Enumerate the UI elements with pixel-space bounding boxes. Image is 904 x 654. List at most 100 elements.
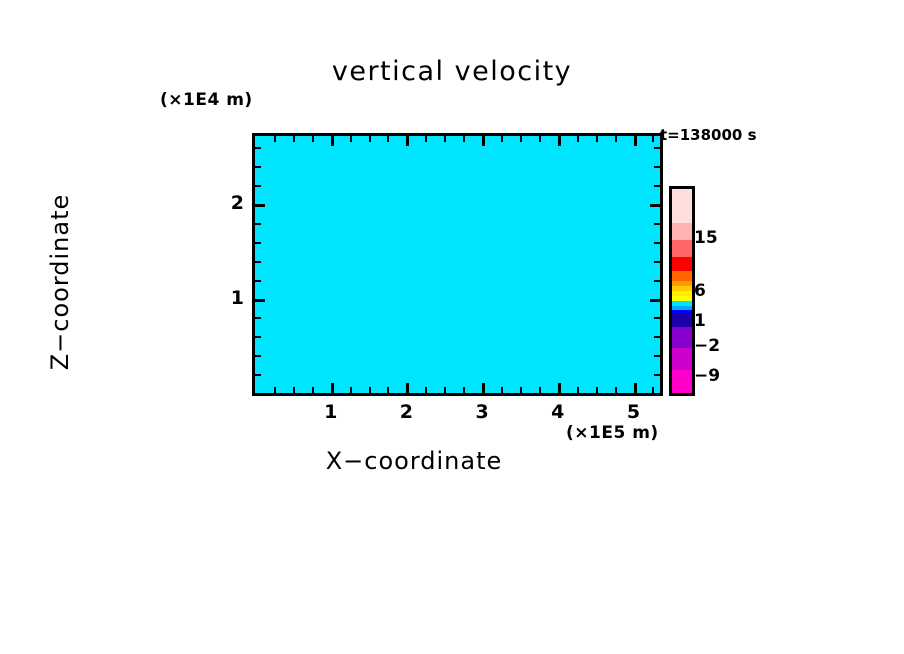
colorbar-band [672,370,692,393]
axis-tick [654,261,660,263]
axis-tick [425,387,427,393]
colorbar-tick-label: 15 [694,228,718,248]
axis-tick [652,387,654,393]
plot-area [252,133,663,396]
x-tick-label: 5 [626,401,641,423]
axis-tick [596,387,598,393]
colorbar-band [672,301,692,306]
x-tick-label: 2 [399,401,413,423]
axis-tick [654,166,660,168]
y-axis-unit-label: (×1E4 m) [160,90,253,110]
axis-tick [406,383,409,393]
axis-tick [654,374,660,376]
colorbar-band [672,306,692,310]
axis-tick [520,387,522,393]
colorbar-band [672,271,692,281]
axis-tick [654,223,660,225]
colorbar-band [672,281,692,286]
axis-tick [577,136,579,142]
axis-tick [654,242,660,244]
axis-tick [255,185,261,187]
axis-tick [615,387,617,393]
axis-tick [501,387,503,393]
colorbar-band [672,348,692,370]
axis-tick [577,387,579,393]
axis-tick [255,166,261,168]
axis-tick [369,387,371,393]
axis-tick [654,317,660,319]
axis-tick [331,383,334,393]
x-axis-title: X−coordinate [325,447,503,475]
axis-tick [312,136,314,142]
axis-tick [255,317,261,319]
colorbar-tick-label: 1 [694,311,706,331]
y-axis-title: Z−coordinate [46,193,74,371]
axis-tick [350,387,352,393]
colorbar-tick-label: −9 [694,366,721,386]
axis-tick [255,355,261,357]
colorbar-band [672,327,692,348]
axis-tick [558,136,561,146]
colorbar [669,186,695,396]
axis-tick [615,136,617,142]
axis-tick [387,136,389,142]
axis-tick [255,374,261,376]
x-tick-label: 1 [324,401,338,423]
axis-tick [539,387,541,393]
axis-tick [274,387,276,393]
velocity-field-heatmap [255,136,660,393]
axis-tick [652,136,654,142]
colorbar-band [672,291,692,296]
axis-tick [255,242,261,244]
axis-tick [255,299,265,302]
axis-tick [463,387,465,393]
colorbar-band [672,296,692,301]
axis-tick [312,387,314,393]
axis-tick [634,136,637,146]
colorbar-band [672,240,692,257]
colorbar-band [672,286,692,291]
axis-tick [406,136,409,146]
axis-tick [558,383,561,393]
time-annotation: t=138000 s [660,126,757,144]
axis-tick [255,223,261,225]
x-axis-unit-label: (×1E5 m) [566,423,659,443]
axis-tick [650,299,660,302]
axis-tick [634,383,637,393]
axis-tick [425,136,427,142]
axis-tick [482,136,485,146]
axis-tick [654,355,660,357]
axis-tick [387,387,389,393]
axis-tick [350,136,352,142]
axis-tick [293,387,295,393]
y-tick-label: 2 [230,192,244,215]
colorbar-band [672,314,692,327]
axis-tick [255,336,261,338]
axis-tick [520,136,522,142]
axis-tick [596,136,598,142]
axis-tick [650,204,660,207]
axis-tick [255,261,261,263]
axis-tick [463,136,465,142]
y-tick-label: 1 [230,286,244,309]
axis-tick [444,136,446,142]
axis-tick [501,136,503,142]
colorbar-band [672,223,692,240]
colorbar-tick-label: 6 [694,281,706,301]
colorbar-band [672,257,692,271]
axis-tick [539,136,541,142]
axis-tick [654,185,660,187]
axis-tick [654,280,660,282]
colorbar-band [672,189,692,223]
axis-tick [654,147,660,149]
x-tick-label: 3 [475,401,489,423]
axis-tick [369,136,371,142]
axis-tick [482,383,485,393]
axis-tick [293,136,295,142]
axis-tick [255,147,261,149]
page-title: vertical velocity [331,56,573,87]
axis-tick [255,280,261,282]
axis-tick [331,136,334,146]
axis-tick [654,336,660,338]
x-tick-label: 4 [551,401,565,423]
